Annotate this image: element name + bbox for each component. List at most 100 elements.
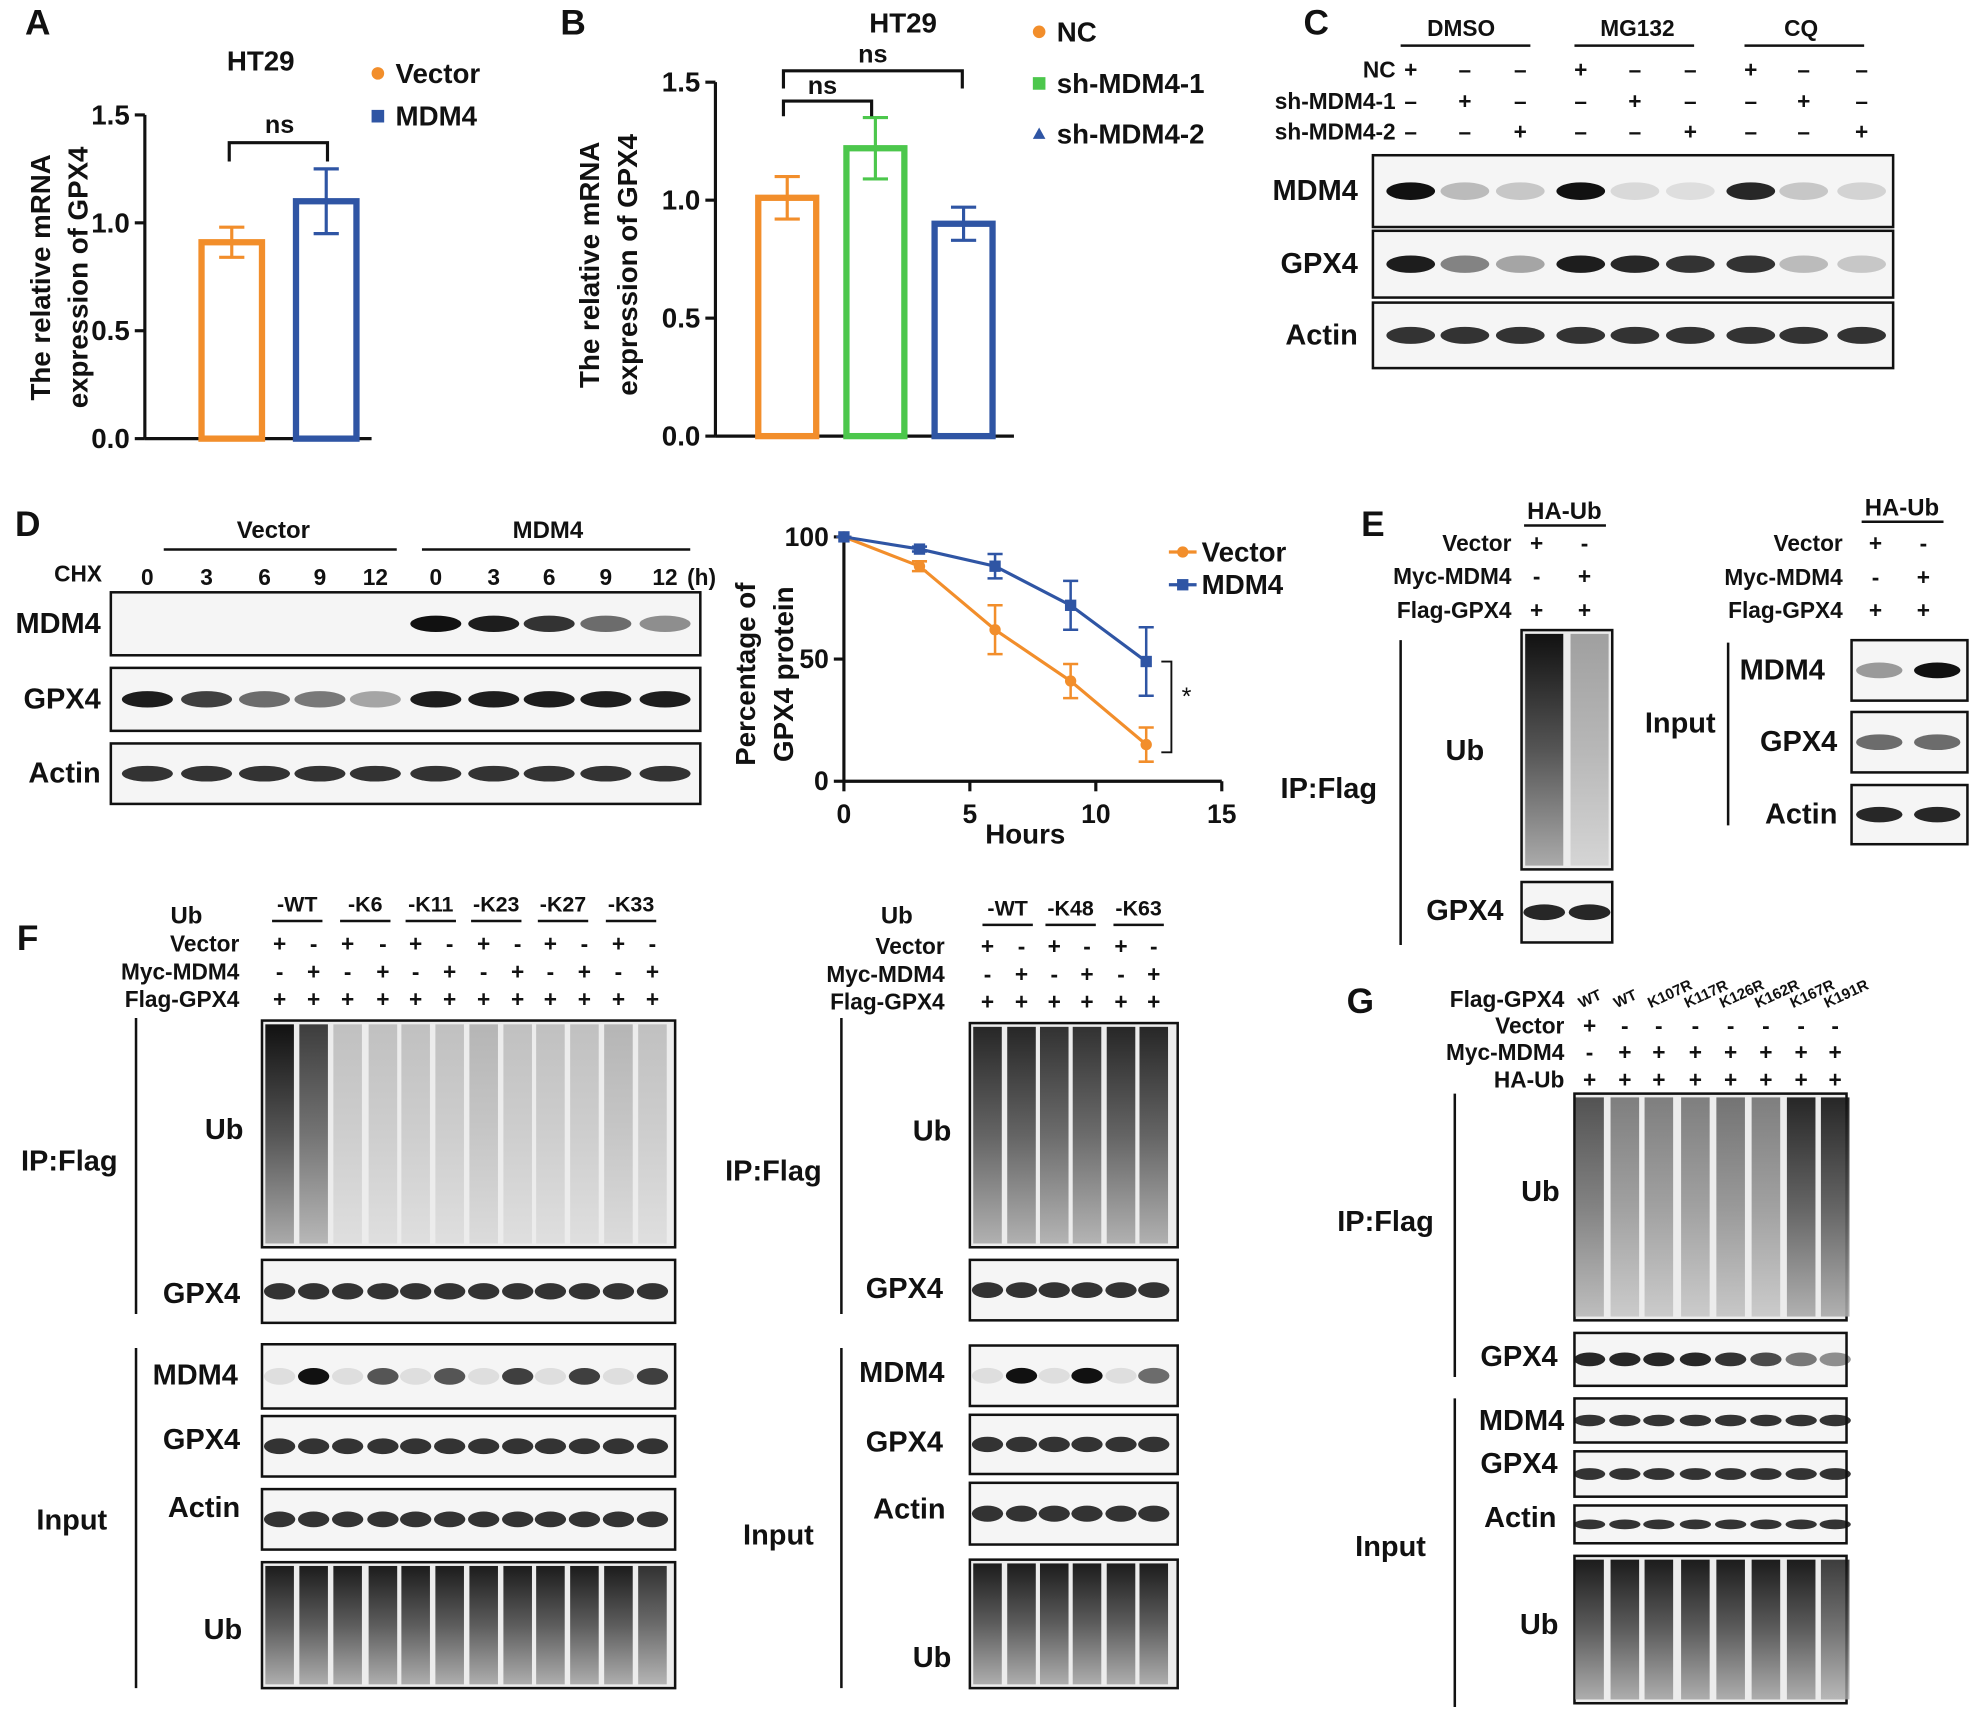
sign: – xyxy=(1514,57,1527,83)
point xyxy=(989,560,1001,572)
sign: + xyxy=(1114,933,1127,959)
blot-band xyxy=(1779,326,1829,344)
blot-smear xyxy=(973,1563,1002,1685)
lane-label: WT xyxy=(1576,986,1605,1012)
row-label: Flag-GPX4 xyxy=(1450,986,1565,1012)
y-axis-label: GPX4 protein xyxy=(768,586,799,762)
blot-smear xyxy=(1751,1559,1781,1700)
blot-smear xyxy=(401,1024,430,1244)
blot-smear xyxy=(1820,1559,1850,1700)
blot-band xyxy=(367,1368,399,1385)
legend-label: MDM4 xyxy=(396,101,478,132)
sign: + xyxy=(1724,1039,1737,1065)
blot-band xyxy=(263,1283,296,1300)
blot-smear xyxy=(503,1024,532,1244)
label: 0 xyxy=(141,564,154,590)
blot-band xyxy=(1785,1352,1817,1367)
blot-band xyxy=(181,691,233,708)
row-label: Myc-MDM4 xyxy=(1393,563,1512,589)
bar xyxy=(843,145,908,440)
lane-label: WT xyxy=(1611,986,1640,1012)
blot-band xyxy=(636,1283,669,1300)
bar xyxy=(755,194,820,440)
sign: + xyxy=(477,986,490,1012)
y-axis-label: expression of GPX4 xyxy=(63,146,94,408)
blot-smear xyxy=(469,1565,498,1685)
sign: – xyxy=(1629,57,1642,83)
sign: - xyxy=(1117,961,1125,987)
label: 3 xyxy=(200,564,213,590)
sign: + xyxy=(1574,57,1587,83)
blot-band xyxy=(294,691,346,708)
sign: + xyxy=(273,986,286,1012)
sign: - xyxy=(379,931,387,957)
annotation: ns xyxy=(808,72,837,100)
blot-band xyxy=(331,1511,364,1528)
band-label: MDM4 xyxy=(153,1360,238,1392)
blot-band xyxy=(1666,326,1715,344)
blot-smear xyxy=(1525,633,1564,866)
panel-letter: E xyxy=(1361,505,1385,544)
sign: + xyxy=(1689,1039,1702,1065)
band-label: MDM4 xyxy=(1479,1405,1564,1437)
blot-band xyxy=(502,1511,534,1528)
blot-band xyxy=(410,765,462,782)
row-label: Myc-MDM4 xyxy=(121,958,240,984)
label: 6 xyxy=(543,564,556,590)
blot-band xyxy=(1679,1519,1712,1530)
sign: – xyxy=(1855,57,1868,83)
blot-band xyxy=(1715,1519,1747,1530)
blot-band xyxy=(1679,1468,1712,1480)
blot-band xyxy=(1837,326,1886,344)
blot-smear xyxy=(1716,1559,1745,1700)
blot-smear xyxy=(536,1565,565,1685)
label: Ub xyxy=(170,903,202,930)
blot-band xyxy=(331,1368,364,1385)
x-tick-label: 5 xyxy=(963,799,978,829)
blot-band xyxy=(1819,1519,1851,1530)
blot-band xyxy=(1726,326,1776,344)
blot-band xyxy=(263,1368,296,1385)
blot-band xyxy=(1819,1468,1851,1480)
blot-band xyxy=(1573,1414,1606,1427)
sign: - xyxy=(1083,933,1091,959)
blot-band xyxy=(297,1283,330,1300)
legend-label: sh-MDM4-1 xyxy=(1057,68,1205,99)
blot-band xyxy=(1005,1436,1038,1453)
blot-smear xyxy=(604,1024,633,1244)
sign: - xyxy=(547,958,555,984)
blot-band xyxy=(1071,1505,1103,1522)
bar xyxy=(198,239,266,442)
row-label: sh-MDM4-1 xyxy=(1275,88,1396,114)
sign: + xyxy=(1628,88,1641,114)
blot-band xyxy=(1726,255,1776,273)
band-label: Actin xyxy=(1765,799,1837,831)
y-tick-label: 0.5 xyxy=(91,315,130,346)
blot-band xyxy=(239,765,291,782)
blot-smear xyxy=(1139,1563,1169,1685)
sign: + xyxy=(1147,989,1160,1015)
blot-band xyxy=(367,1283,399,1300)
y-axis-label: Percentage of xyxy=(730,582,761,766)
band-label: Ub xyxy=(1520,1609,1559,1641)
blot-smear xyxy=(1039,1026,1069,1244)
blot-band xyxy=(1105,1367,1137,1384)
blot-band xyxy=(1610,326,1660,344)
blot-band xyxy=(534,1283,567,1300)
sign: - xyxy=(1920,530,1928,556)
blot-band xyxy=(1038,1282,1070,1298)
label: 9 xyxy=(314,564,327,590)
blot-band xyxy=(239,691,291,708)
blot-band xyxy=(400,1368,432,1385)
blot-band xyxy=(1914,734,1961,751)
blot-band xyxy=(297,1438,330,1455)
legend-marker xyxy=(1032,127,1046,139)
sign: - xyxy=(1586,1039,1594,1065)
band-label: GPX4 xyxy=(163,1278,240,1310)
section-label: Input xyxy=(1355,1531,1426,1563)
blot-band xyxy=(1750,1414,1782,1427)
band-label: GPX4 xyxy=(1281,248,1358,280)
blot-smear xyxy=(973,1026,1002,1244)
blot-band xyxy=(468,615,520,632)
panel-letter: F xyxy=(17,919,39,958)
